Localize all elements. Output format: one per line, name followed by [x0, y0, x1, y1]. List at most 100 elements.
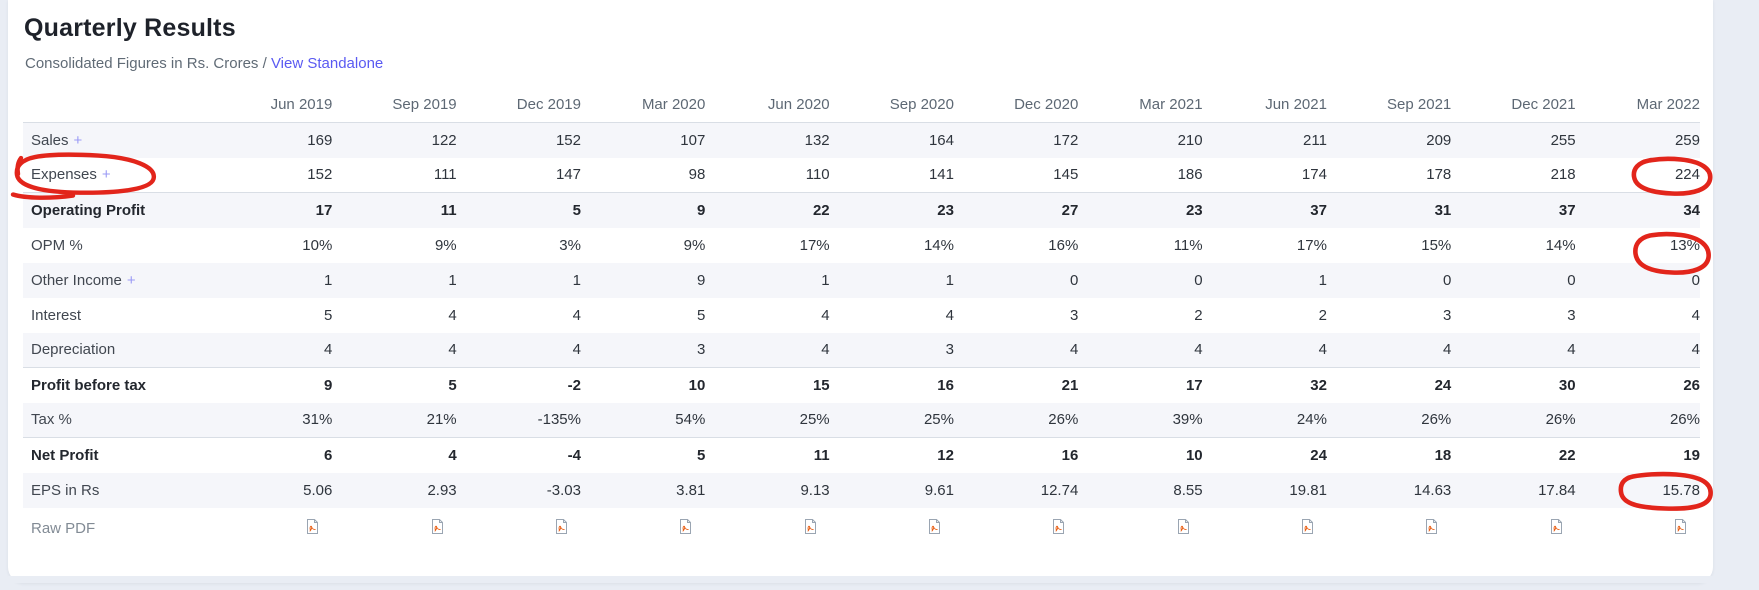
cell-depreciation-jun-2021: 4 — [1202, 332, 1327, 368]
cell-profit-before-tax-mar-2022: 26 — [1575, 367, 1700, 403]
pdf-icon — [1426, 519, 1438, 534]
raw-pdf-link-jun-2021[interactable] — [1300, 518, 1315, 535]
raw-pdf-link-mar-2020[interactable] — [678, 518, 693, 535]
cell-interest-jun-2020: 4 — [821, 306, 830, 324]
cell-opm-dec-2019: 3% — [559, 236, 581, 254]
cell-operating-profit-sep-2020: 23 — [829, 192, 954, 228]
raw-pdf-link-sep-2021[interactable] — [1424, 518, 1439, 535]
table-row-tax: Tax % 31% 21% -135% 54% 25% 25% 26% 39% 24% 26% 26%… — [23, 402, 1700, 438]
raw-pdf-link-mar-2022[interactable] — [1673, 518, 1688, 535]
raw-pdf-link-jun-2020[interactable] — [803, 518, 818, 535]
cell-opm-mar-2020: 9% — [683, 236, 706, 254]
cell-profit-before-tax-dec-2019: -2 — [456, 367, 581, 403]
cell-opm-dec-2020: 16% — [1048, 236, 1079, 254]
cell-tax-jun-2019: 31% — [208, 402, 333, 438]
pdf-icon — [928, 519, 940, 534]
cell-profit-before-tax-sep-2019: 5 — [332, 367, 457, 403]
cell-depreciation-dec-2020: 4 — [953, 332, 1079, 368]
row-label-raw-pdf: Raw PDF — [23, 508, 208, 550]
cell-expenses-dec-2020: 145 — [1053, 166, 1079, 184]
cell-tax-sep-2020: 25% — [829, 402, 954, 438]
raw-pdf-link-dec-2021[interactable] — [1549, 518, 1564, 535]
table-row-sales: Sales +169 122 152 107 132 164 172 210 211 209 255 2… — [23, 122, 1700, 158]
raw-pdf-link-dec-2020[interactable] — [1051, 518, 1066, 535]
cell-other-income-sep-2021: 0 — [1326, 262, 1452, 298]
raw-pdf-link-sep-2020[interactable] — [927, 518, 942, 535]
raw-pdf-link-dec-2019[interactable] — [554, 518, 569, 535]
cell-eps-in-rs-dec-2019: -3.03 — [456, 472, 581, 508]
raw-pdf-link-mar-2021[interactable] — [1176, 518, 1191, 535]
cell-other-income-dec-2019: 1 — [456, 262, 581, 298]
cell-profit-before-tax-sep-2021: 24 — [1326, 367, 1452, 403]
column-header-jun-2019: Jun 2019 — [208, 89, 333, 123]
cell-net-profit-jun-2021: 24 — [1202, 437, 1327, 473]
row-label-other-income: Other Income + — [23, 262, 208, 298]
cell-tax-mar-2022: 26% — [1575, 402, 1700, 438]
cell-depreciation-sep-2021: 4 — [1326, 332, 1452, 368]
cell-other-income-jun-2020: 1 — [705, 262, 830, 298]
cell-sales-sep-2019: 122 — [332, 122, 457, 158]
cell-depreciation-mar-2020: 3 — [580, 332, 706, 368]
pdf-icon — [1053, 519, 1065, 534]
raw-pdf-cell-jun-2021 — [1203, 508, 1327, 550]
cell-interest-sep-2020: 4 — [945, 306, 954, 324]
pdf-icon — [431, 519, 443, 534]
cell-net-profit-sep-2019: 4 — [332, 437, 457, 473]
row-label-expenses: Expenses + — [10, 152, 208, 200]
cell-other-income-mar-2022: 0 — [1575, 262, 1700, 298]
pdf-icon — [1177, 519, 1189, 534]
row-label-text: Sales — [31, 131, 69, 149]
cell-operating-profit-mar-2021: 23 — [1078, 192, 1203, 228]
cell-profit-before-tax-dec-2020: 21 — [953, 367, 1079, 403]
cell-eps-in-rs-jun-2019: 5.06 — [208, 472, 333, 508]
table-row-depreciation: Depreciation 4 4 4 3 4 3 4 4 4 4 4 4 — [23, 332, 1700, 368]
row-label-eps-in-rs: EPS in Rs — [23, 472, 208, 508]
expand-other-income-button[interactable]: + — [126, 271, 136, 289]
row-label-text: Raw PDF — [31, 520, 96, 537]
column-header-jun-2021: Jun 2021 — [1202, 89, 1327, 123]
subtitle-text: Consolidated Figures in Rs. Crores / — [25, 55, 267, 72]
column-header-sep-2021: Sep 2021 — [1326, 89, 1452, 123]
cell-tax-jun-2020: 25% — [705, 402, 830, 438]
raw-pdf-link-sep-2019[interactable] — [430, 518, 445, 535]
cell-interest-sep-2019: 4 — [448, 306, 457, 324]
view-standalone-link[interactable]: View Standalone — [270, 55, 384, 72]
cell-net-profit-mar-2020: 5 — [580, 437, 706, 473]
cell-opm-jun-2020: 17% — [799, 236, 830, 254]
row-label-text: Net Profit — [31, 446, 99, 464]
cell-eps-in-rs-jun-2021: 19.81 — [1202, 472, 1327, 508]
cell-expenses-mar-2020: 98 — [688, 166, 706, 184]
cell-profit-before-tax-jun-2021: 32 — [1202, 367, 1327, 403]
expand-sales-button[interactable]: + — [73, 131, 83, 149]
cell-interest-jun-2019: 5 — [323, 306, 333, 324]
column-header-sep-2020: Sep 2020 — [829, 89, 954, 123]
table-row-interest: Interest 5 4 4 5 4 4 3 2 2 3 3 4 — [23, 298, 1700, 333]
cell-sales-jun-2020: 132 — [705, 122, 830, 158]
row-label-text: EPS in Rs — [31, 481, 100, 499]
quarterly-results-table: Jun 2019 Sep 2019 Dec 2019 Mar 2020 Jun 2020… — [10, 89, 1713, 550]
column-header-dec-2019: Dec 2019 — [456, 89, 581, 123]
raw-pdf-cell-jun-2019 — [208, 508, 332, 550]
pdf-icon — [804, 519, 816, 534]
cell-sales-dec-2020: 172 — [953, 122, 1079, 158]
cell-sales-mar-2021: 210 — [1078, 122, 1203, 158]
row-label-opm: OPM % — [23, 228, 208, 263]
cell-sales-mar-2022: 259 — [1575, 122, 1700, 158]
cell-tax-sep-2019: 21% — [332, 402, 457, 438]
cell-sales-sep-2020: 164 — [829, 122, 954, 158]
cell-depreciation-dec-2019: 4 — [456, 332, 581, 368]
expand-expenses-button[interactable]: + — [101, 166, 111, 184]
cell-profit-before-tax-sep-2020: 16 — [829, 367, 954, 403]
column-header-mar-2020: Mar 2020 — [580, 89, 706, 123]
cell-net-profit-dec-2019: -4 — [456, 437, 581, 473]
cell-expenses-sep-2021: 178 — [1426, 166, 1452, 184]
cell-sales-jun-2019: 169 — [208, 122, 333, 158]
row-label-interest: Interest — [23, 298, 208, 333]
table-header-row: Jun 2019 Sep 2019 Dec 2019 Mar 2020 Jun 2020… — [23, 89, 1700, 123]
raw-pdf-link-jun-2019[interactable] — [305, 518, 320, 535]
cell-net-profit-jun-2019: 6 — [208, 437, 333, 473]
cell-operating-profit-dec-2019: 5 — [456, 192, 581, 228]
raw-pdf-cell-sep-2021 — [1327, 508, 1451, 550]
cell-expenses-jun-2019: 152 — [307, 166, 333, 184]
table-row-other-income: Other Income +1 1 1 9 1 1 0 0 1 0 0 0 — [23, 262, 1700, 298]
